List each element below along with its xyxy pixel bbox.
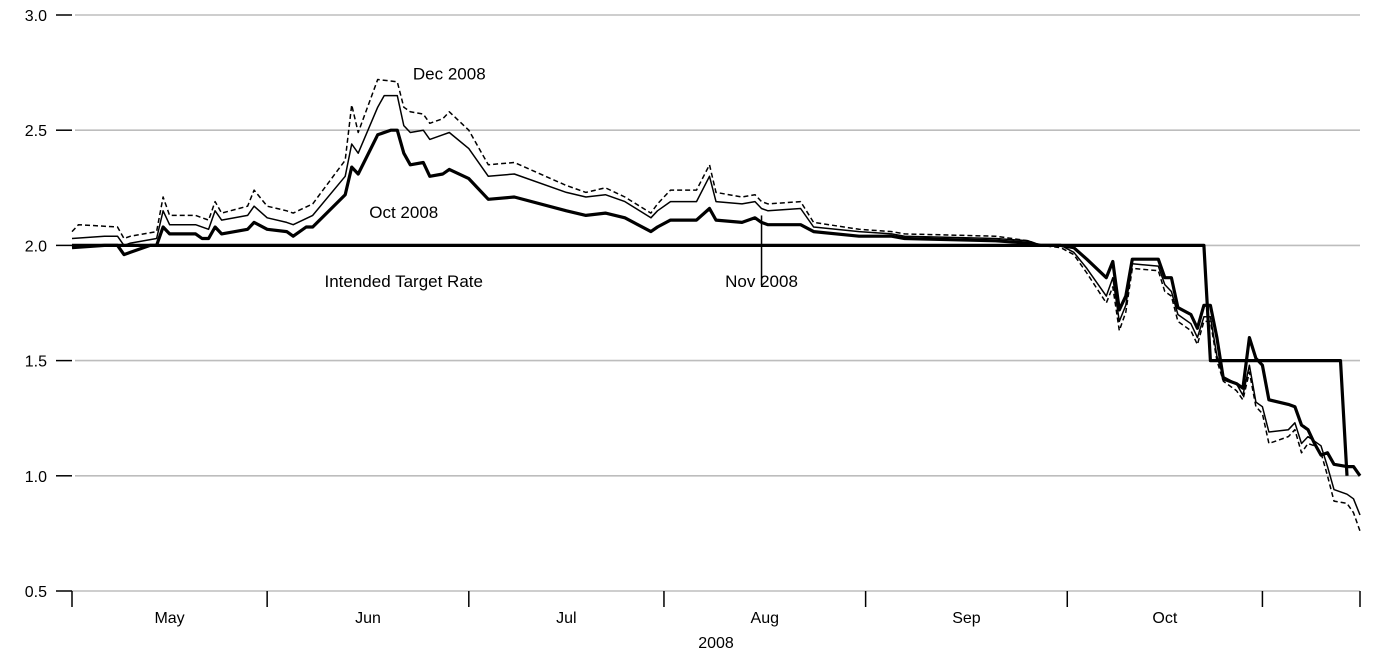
annotation-oct-2008: Oct 2008: [369, 203, 438, 222]
x-tick-label: Sep: [952, 610, 981, 627]
y-tick-label: 3.0: [25, 8, 47, 25]
annotation-intended-target-rate: Intended Target Rate: [325, 272, 483, 291]
x-tick-label: Aug: [751, 610, 779, 627]
x-tick-label: Oct: [1152, 610, 1177, 627]
annotation-dec-2008: Dec 2008: [413, 65, 486, 84]
y-tick-label: 1.5: [25, 354, 47, 371]
series-oct-2008-line: [71, 128, 1362, 477]
series-intended-target-rate-line: [72, 243, 1349, 476]
y-tick-label: 2.0: [25, 238, 47, 255]
series-nov-2008-line: [71, 94, 1361, 516]
x-tick-label: Jun: [355, 610, 381, 627]
x-tick-label: May: [154, 610, 184, 627]
y-tick-label: 1.0: [25, 469, 47, 486]
x-axis-label: 2008: [698, 635, 734, 652]
series-dec-2008-line: [71, 78, 1361, 532]
y-tick-label: 2.5: [25, 123, 47, 140]
x-tick-label: Jul: [556, 610, 576, 627]
y-tick-label: 0.5: [25, 584, 47, 601]
annotation-nov-2008: Nov 2008: [725, 272, 798, 291]
